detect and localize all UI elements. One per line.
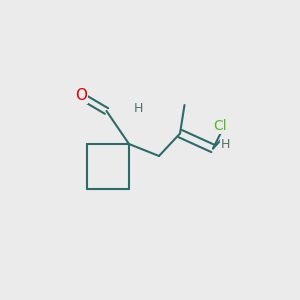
Text: H: H <box>220 137 230 151</box>
Text: Cl: Cl <box>214 119 227 133</box>
Text: O: O <box>75 88 87 104</box>
Text: H: H <box>133 101 143 115</box>
